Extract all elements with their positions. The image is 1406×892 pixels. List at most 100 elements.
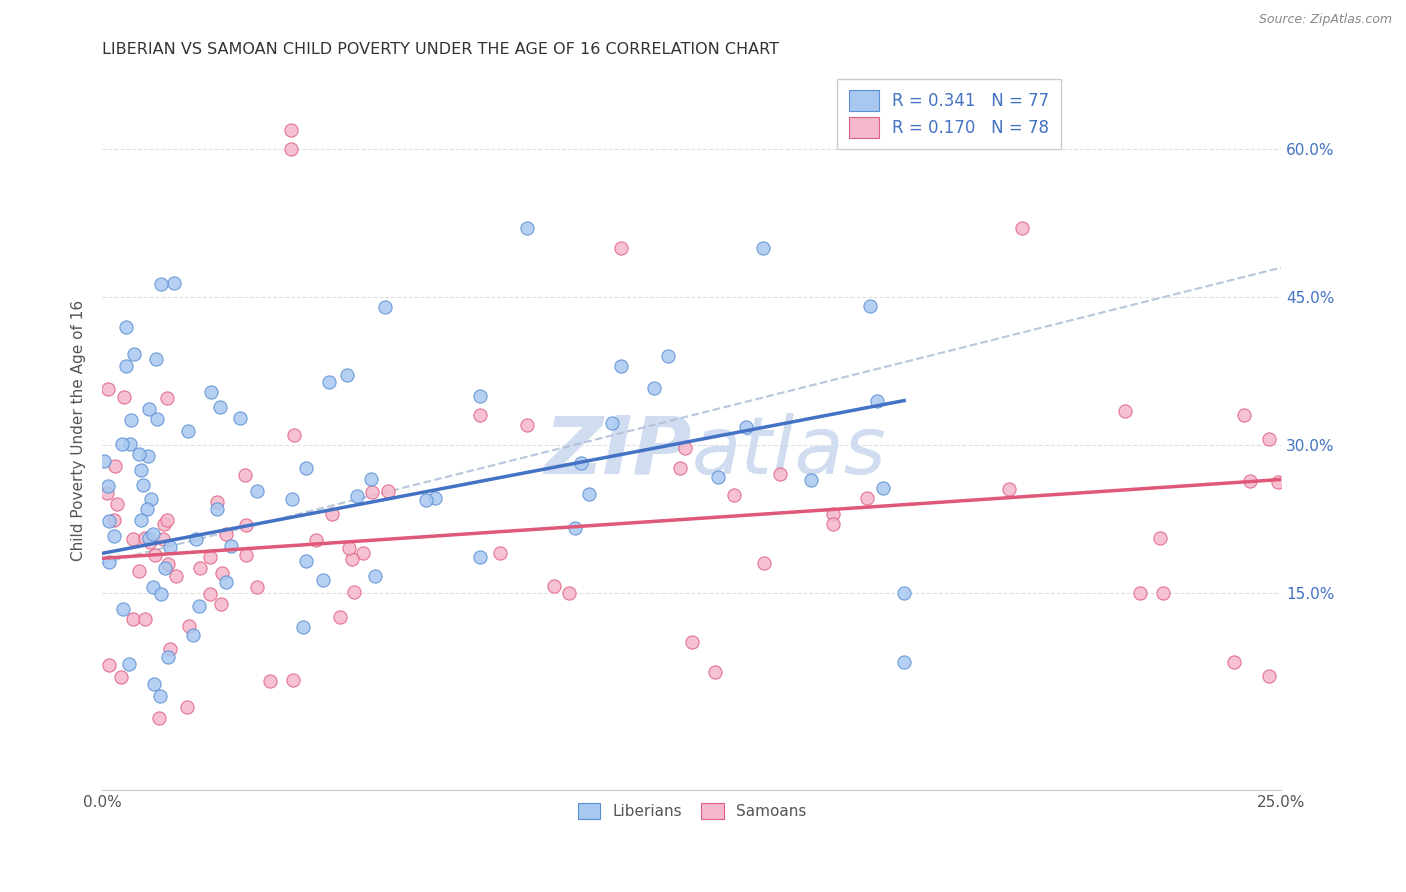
Point — [893, 655, 915, 669]
Point — [321, 507, 343, 521]
Point — [246, 484, 269, 499]
Point — [139, 534, 162, 549]
Point — [118, 437, 141, 451]
Point — [329, 610, 352, 624]
Point — [184, 532, 207, 546]
Point — [209, 597, 232, 611]
Point — [176, 700, 198, 714]
Point — [93, 454, 115, 468]
Point — [1233, 408, 1256, 422]
Point — [235, 548, 257, 562]
Point — [704, 665, 727, 679]
Point — [128, 565, 150, 579]
Point — [229, 410, 252, 425]
Point — [103, 529, 125, 543]
Text: ZIP: ZIP — [544, 413, 692, 491]
Point — [280, 142, 302, 156]
Point — [219, 539, 242, 553]
Point — [143, 676, 166, 690]
Point — [318, 375, 340, 389]
Point — [1267, 475, 1289, 489]
Point — [1011, 221, 1033, 235]
Point — [343, 584, 366, 599]
Point — [152, 533, 174, 547]
Point — [657, 349, 679, 363]
Point — [156, 650, 179, 665]
Point — [281, 492, 304, 507]
Point — [283, 673, 305, 687]
Point — [734, 420, 756, 434]
Point — [415, 493, 437, 508]
Point — [516, 418, 538, 433]
Point — [103, 513, 125, 527]
Point — [150, 587, 173, 601]
Point — [97, 479, 120, 493]
Point — [295, 461, 318, 475]
Point — [361, 484, 384, 499]
Point — [280, 122, 302, 136]
Point — [129, 513, 152, 527]
Point — [148, 711, 170, 725]
Point — [215, 526, 238, 541]
Point — [516, 221, 538, 235]
Point — [141, 491, 163, 506]
Point — [200, 385, 222, 400]
Point — [1129, 586, 1152, 600]
Point — [312, 573, 335, 587]
Point — [187, 599, 209, 614]
Point — [104, 458, 127, 473]
Point — [1258, 669, 1281, 683]
Point — [97, 556, 120, 570]
Point — [872, 481, 894, 495]
Text: Source: ZipAtlas.com: Source: ZipAtlas.com — [1258, 13, 1392, 27]
Point — [377, 484, 399, 499]
Point — [122, 346, 145, 360]
Point — [165, 569, 187, 583]
Point — [122, 612, 145, 626]
Point — [145, 351, 167, 366]
Point — [176, 424, 198, 438]
Point — [97, 514, 120, 528]
Point — [543, 579, 565, 593]
Point — [578, 486, 600, 500]
Point — [142, 580, 165, 594]
Point — [1239, 474, 1261, 488]
Point — [181, 628, 204, 642]
Point — [120, 413, 142, 427]
Point — [97, 658, 120, 673]
Point — [138, 531, 160, 545]
Point — [246, 580, 269, 594]
Point — [360, 472, 382, 486]
Point — [602, 417, 624, 431]
Point — [859, 299, 882, 313]
Text: atlas: atlas — [692, 413, 887, 491]
Point — [153, 560, 176, 574]
Point — [114, 319, 136, 334]
Point — [823, 507, 845, 521]
Point — [134, 531, 156, 545]
Point — [346, 489, 368, 503]
Point — [111, 602, 134, 616]
Point — [364, 568, 387, 582]
Point — [112, 390, 135, 404]
Point — [336, 368, 359, 383]
Point — [134, 612, 156, 626]
Point — [751, 241, 773, 255]
Point — [143, 549, 166, 563]
Point — [1223, 655, 1246, 669]
Point — [159, 641, 181, 656]
Point — [157, 557, 180, 571]
Point — [752, 556, 775, 570]
Point — [558, 586, 581, 600]
Point — [198, 549, 221, 564]
Point — [211, 566, 233, 580]
Point — [207, 495, 229, 509]
Point — [118, 657, 141, 672]
Point — [132, 477, 155, 491]
Point — [675, 441, 697, 455]
Point — [352, 546, 374, 560]
Point — [488, 545, 510, 559]
Point — [215, 575, 238, 590]
Point — [159, 540, 181, 554]
Point — [131, 463, 153, 477]
